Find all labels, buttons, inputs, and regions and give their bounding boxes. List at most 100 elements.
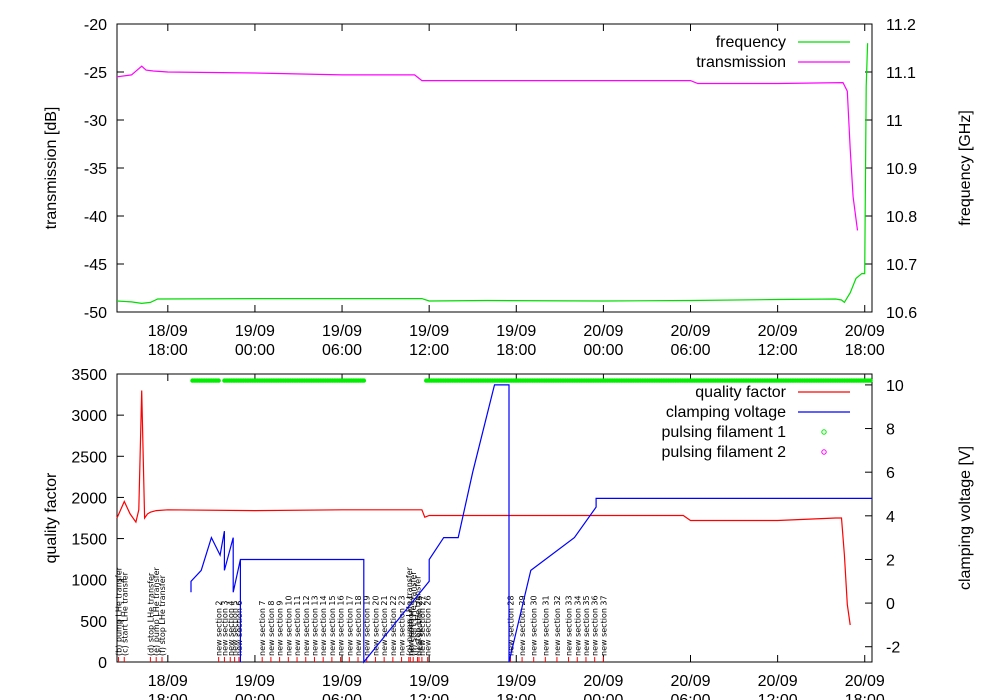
- y2-tick-label: 0: [886, 596, 895, 613]
- event-annotation: new section 24: [406, 595, 415, 656]
- y-tick-label: -40: [84, 209, 107, 226]
- event-annotation: new section 32: [553, 595, 562, 656]
- event-annotation: new section 28: [506, 595, 515, 656]
- x-tick-time: 00:00: [583, 692, 623, 700]
- y2-tick-label: -2: [886, 640, 900, 657]
- y2-tick-label: 10.9: [886, 161, 917, 178]
- x-tick-day: 19/09: [496, 673, 536, 690]
- event-annotation: (i) stop LHe transfer: [414, 575, 423, 656]
- x-tick-time: 18:00: [845, 342, 885, 359]
- x-tick-time: 18:00: [148, 342, 188, 359]
- y-tick-label: 3500: [71, 367, 107, 384]
- x-tick-day: 19/09: [235, 323, 275, 340]
- x-tick-day: 20/09: [758, 673, 798, 690]
- y-tick-label: 1500: [71, 532, 107, 549]
- event-annotation: (b) pump LHe transfer: [114, 566, 123, 656]
- event-annotation: new section 14: [319, 595, 328, 656]
- event-annotation: new section 3: [220, 600, 229, 656]
- transmission-frequency-panel: -50 -45 -40 -35 -30 -25 -20 10.6 10.7 10.8 10.9 11 1…: [43, 17, 974, 359]
- event-annotation: new section 23: [398, 595, 407, 656]
- legend-label: transmission: [696, 54, 786, 71]
- legend-swatch: [821, 449, 827, 455]
- x-tick-time: 06:00: [670, 342, 710, 359]
- y2-tick-label: 11.1: [886, 65, 916, 82]
- y-tick-label: -30: [84, 113, 107, 130]
- y-tick-label: 0: [98, 655, 107, 672]
- y-axis-label: quality factor: [43, 472, 60, 563]
- x-tick-time: 06:00: [322, 342, 362, 359]
- event-annotation: new section 4: [226, 600, 235, 656]
- event-annotation: (f) stop LHe transfer: [158, 574, 167, 656]
- legend-label: pulsing filament 1: [661, 424, 786, 441]
- event-annotation: new section 6: [235, 600, 244, 656]
- series-line: [116, 65, 859, 231]
- legend-swatch: [821, 429, 827, 435]
- event-annotation: new section 30: [530, 595, 539, 656]
- event-annotation: (c) start LHe transfer: [120, 571, 129, 656]
- x-tick-time: 12:00: [758, 692, 798, 700]
- y-tick-label: 500: [80, 614, 107, 631]
- x-tick-day: 19/09: [409, 673, 449, 690]
- event-annotation: new section 37: [599, 595, 608, 656]
- y2-tick-label: 10: [886, 378, 904, 395]
- y2-tick-label: 2: [886, 552, 895, 569]
- quality-clamping-panel: 0 500 1000 1500 2000 2500 3000 3500 -2 0 2 4 6 8 10 18/…: [43, 367, 974, 700]
- y-tick-label: 2000: [71, 490, 107, 507]
- y-tick-label: -45: [84, 257, 107, 274]
- x-tick-time: 00:00: [235, 692, 275, 700]
- y2-tick-label: 8: [886, 422, 895, 439]
- event-annotation: new section 12: [302, 595, 311, 656]
- x-tick-time: 18:00: [496, 342, 536, 359]
- y-tick-label: -35: [84, 161, 107, 178]
- y2-axis-label: frequency [GHz]: [957, 110, 974, 226]
- x-tick-time: 00:00: [235, 342, 275, 359]
- event-annotation: (d) stop LHe transfer: [146, 572, 155, 656]
- y2-tick-label: 11.2: [886, 17, 916, 34]
- event-annotation: (e) pump LHe transfer: [152, 566, 161, 656]
- x-tick-time: 12:00: [409, 692, 449, 700]
- x-tick-day: 20/09: [845, 673, 885, 690]
- x-tick-time: 06:00: [670, 692, 710, 700]
- y2-tick-label: 10.6: [886, 305, 917, 322]
- x-tick-day: 20/09: [670, 673, 710, 690]
- series-line: [116, 390, 851, 626]
- y-tick-label: 1000: [71, 573, 107, 590]
- event-annotation: new section 26: [424, 595, 433, 656]
- event-annotation: new section 10: [284, 595, 293, 656]
- event-annotation: new section 19: [363, 595, 372, 656]
- event-annotation: new section 25: [415, 595, 424, 656]
- x-tick-day: 20/09: [583, 673, 623, 690]
- y2-tick-label: 10.8: [886, 209, 917, 226]
- series-point: [216, 378, 221, 383]
- x-tick-time: 18:00: [496, 692, 536, 700]
- y-tick-label: -50: [84, 305, 107, 322]
- event-annotation: new section 34: [573, 595, 582, 656]
- y-tick-label: -20: [84, 17, 107, 34]
- x-tick-time: 06:00: [322, 692, 362, 700]
- event-annotation: new section 33: [565, 595, 574, 656]
- event-annotation: (g) pump LHe transfer: [405, 566, 414, 656]
- y-axis-label: transmission [dB]: [43, 107, 60, 230]
- x-tick-day: 19/09: [322, 323, 362, 340]
- event-annotation: new section 9: [276, 600, 285, 656]
- y-tick-label: 3000: [71, 408, 107, 425]
- y-tick-label: 2500: [71, 449, 107, 466]
- x-tick-time: 18:00: [148, 692, 188, 700]
- event-annotation: new section 20: [371, 595, 380, 656]
- series-point: [361, 378, 367, 383]
- y2-tick-label: 6: [886, 465, 895, 482]
- event-annotation: new section 35: [582, 595, 591, 656]
- y2-tick-label: 10.7: [886, 257, 917, 274]
- event-annotation: new section 36: [591, 595, 600, 656]
- legend-label: quality factor: [695, 384, 786, 401]
- series-line: [116, 43, 869, 305]
- x-tick-time: 12:00: [758, 342, 798, 359]
- x-tick-day: 19/09: [322, 673, 362, 690]
- event-annotation: new section 27: [418, 595, 427, 656]
- event-annotation: new section 2: [215, 600, 224, 656]
- event-annotation: new section 16: [337, 595, 346, 656]
- x-tick-day: 20/09: [670, 323, 710, 340]
- y2-tick-label: 11: [886, 113, 903, 130]
- event-annotation: (h) start LHe transfer: [409, 571, 418, 656]
